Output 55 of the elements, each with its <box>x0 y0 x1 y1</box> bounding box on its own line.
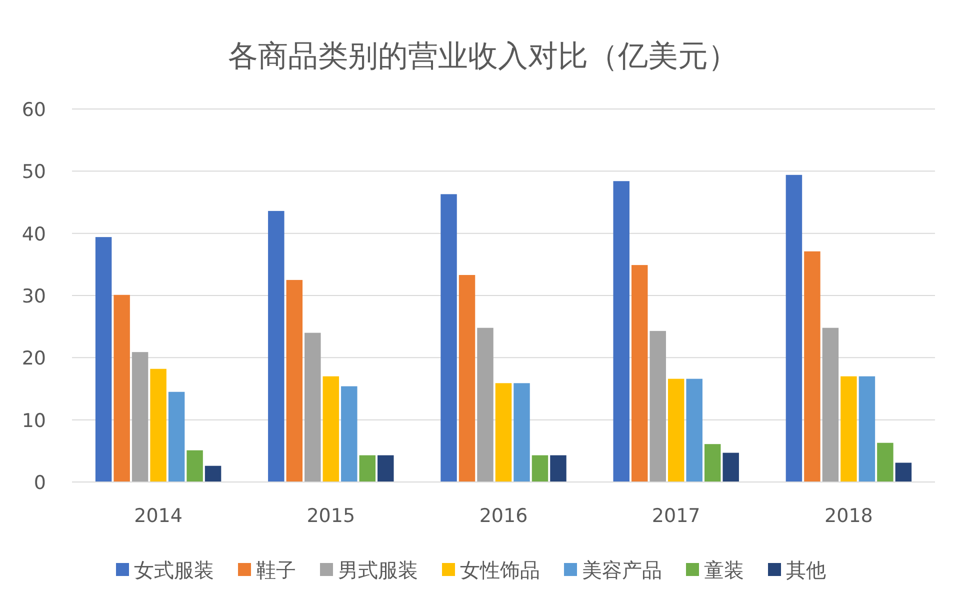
bar <box>613 181 630 482</box>
bar <box>550 455 566 482</box>
bar <box>495 383 512 482</box>
bar <box>286 280 303 482</box>
legend-label: 童装 <box>704 558 744 582</box>
bar <box>378 455 394 482</box>
x-tick-label: 2015 <box>306 505 356 527</box>
bar <box>668 378 684 482</box>
chart-title: 各商品类别的营业收入对比（亿美元） <box>228 39 738 74</box>
bar <box>95 237 112 482</box>
bar <box>722 452 739 482</box>
legend-label: 男式服装 <box>338 558 418 582</box>
bar <box>168 392 185 482</box>
bar <box>359 455 376 482</box>
y-tick-label: 50 <box>22 161 46 184</box>
bar <box>631 265 648 482</box>
bar <box>877 442 894 482</box>
x-tick-label: 2017 <box>652 505 700 527</box>
bar <box>686 378 702 482</box>
bar <box>858 376 876 482</box>
legend-label: 鞋子 <box>256 558 296 582</box>
bar <box>268 210 284 482</box>
bar <box>532 455 548 482</box>
y-tick-label: 0 <box>34 472 46 494</box>
legend-label: 美容产品 <box>582 558 662 582</box>
bar <box>804 251 820 482</box>
bar <box>704 444 721 482</box>
y-tick-label: 10 <box>22 410 46 432</box>
x-tick-label: 2014 <box>134 505 182 527</box>
bar <box>514 383 530 482</box>
bar <box>132 352 148 482</box>
bar <box>304 332 321 482</box>
bar <box>650 330 666 482</box>
y-tick-label: 20 <box>22 348 46 370</box>
bar <box>458 274 476 482</box>
bar <box>840 376 857 482</box>
bar <box>786 174 802 482</box>
legend-label: 女性饰品 <box>460 558 540 582</box>
legend-label: 其他 <box>786 558 826 582</box>
x-tick-label: 2018 <box>824 505 873 527</box>
bar <box>322 376 340 482</box>
bar <box>477 328 494 482</box>
bar <box>114 294 130 482</box>
bar <box>186 450 203 482</box>
bar <box>341 386 358 482</box>
bar <box>440 194 457 482</box>
y-tick-label: 60 <box>22 99 46 121</box>
bar <box>895 462 912 482</box>
y-tick-label: 40 <box>22 223 46 246</box>
bar <box>822 328 839 482</box>
y-tick-label: 30 <box>22 286 46 308</box>
x-tick-label: 2016 <box>479 505 528 527</box>
bar <box>204 466 222 482</box>
bar <box>150 368 166 482</box>
legend-label: 女式服装 <box>134 558 214 582</box>
